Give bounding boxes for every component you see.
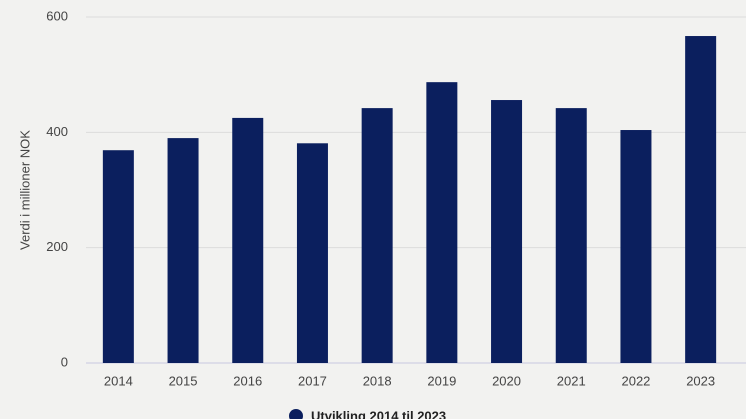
x-tick-label: 2023 — [686, 373, 715, 388]
bar — [491, 100, 523, 363]
x-tick-label: 2022 — [621, 373, 650, 388]
bar — [620, 130, 652, 363]
y-tick-label: 200 — [46, 239, 68, 254]
bar — [555, 108, 587, 363]
bar — [426, 82, 458, 363]
legend-marker — [289, 409, 303, 419]
bar — [167, 138, 199, 363]
x-tick-label: 2017 — [298, 373, 327, 388]
bar — [685, 36, 717, 363]
bar — [232, 117, 264, 364]
legend-text: Utvikling 2014 til 2023 — [311, 408, 446, 419]
y-tick-label: 400 — [46, 124, 68, 139]
x-tick-label: 2020 — [492, 373, 521, 388]
y-tick-label: 0 — [61, 354, 68, 369]
x-tick-label: 2019 — [427, 373, 456, 388]
y-tick-label: 600 — [46, 8, 68, 23]
x-tick-label: 2021 — [557, 373, 586, 388]
x-tick-label: 2015 — [169, 373, 198, 388]
y-axis-label: Verdi i millioner NOK — [17, 130, 32, 250]
x-tick-label: 2014 — [104, 373, 133, 388]
bar — [102, 150, 134, 363]
bar — [296, 143, 328, 363]
x-tick-label: 2018 — [363, 373, 392, 388]
x-tick-label: 2016 — [233, 373, 262, 388]
bar — [361, 108, 393, 363]
